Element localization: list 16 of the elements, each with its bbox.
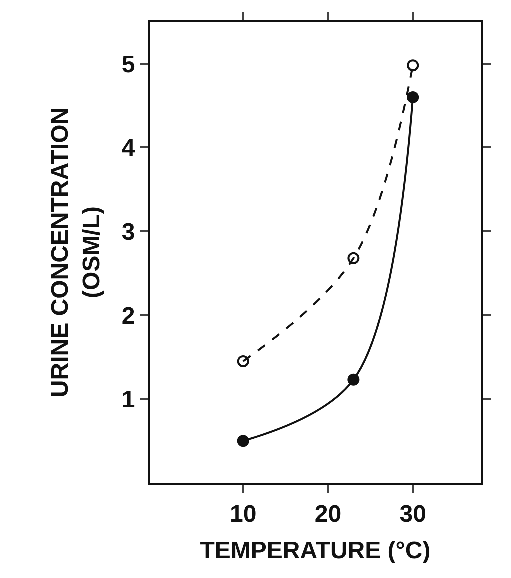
y-axis-title: URINE CONCENTRATION (OSM/L) (47, 107, 106, 398)
point (348, 252, 360, 264)
y-tick-label: 2 (122, 302, 136, 330)
y-tick-label: 4 (122, 135, 136, 162)
point (407, 91, 420, 104)
x-tick-label: 30 (400, 500, 426, 528)
point (407, 60, 420, 72)
y-tick-label: 1 (122, 386, 136, 414)
point (237, 355, 250, 368)
x-tick-label: 10 (230, 500, 257, 528)
x-tick-label: 20 (314, 500, 342, 528)
y-tick-label: 5 (122, 51, 136, 78)
y-tick-label: 3 (122, 218, 136, 246)
point (237, 435, 250, 448)
x-axis-title: TEMPERATURE (°C) (200, 538, 431, 565)
point (348, 374, 360, 386)
